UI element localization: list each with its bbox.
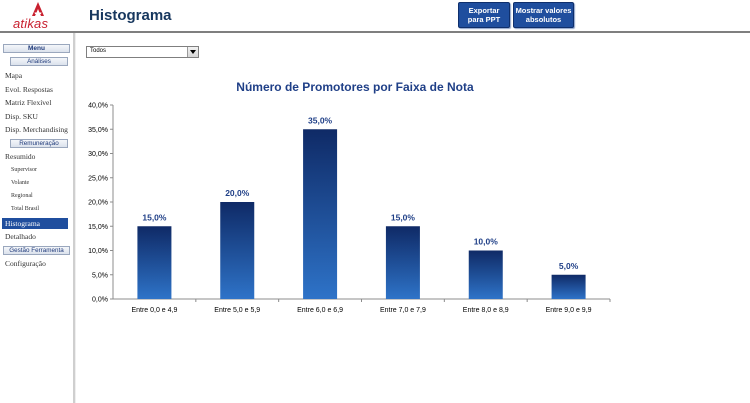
sidebar-item-disp-sku[interactable]: Disp. SKU — [5, 112, 38, 121]
x-tick-label: Entre 0,0 e 4,9 — [131, 307, 177, 314]
y-tick-label: 0,0% — [92, 297, 108, 304]
bar — [303, 129, 338, 299]
bar-data-label: 15,0% — [142, 212, 167, 222]
sidebar-subitem-regional[interactable]: Regional — [11, 193, 33, 199]
sidebar-subitem-total-brasil[interactable]: Total Brasil — [11, 206, 40, 212]
y-tick-label: 35,0% — [88, 127, 108, 134]
sidebar-divider-shadow — [75, 33, 76, 403]
sidebar-item-evol-respostas[interactable]: Evol. Respostas — [5, 85, 53, 94]
y-tick-label: 15,0% — [88, 224, 108, 231]
y-tick-label: 5,0% — [92, 272, 108, 279]
bar — [468, 250, 503, 299]
logo-text: atikas — [13, 16, 49, 31]
y-tick-label: 25,0% — [88, 175, 108, 182]
page-title: Histograma — [89, 7, 172, 24]
sidebar-item-matriz-flexivel[interactable]: Matriz Flexível — [5, 98, 52, 107]
chevron-down-icon[interactable] — [187, 47, 198, 57]
y-tick-label: 10,0% — [88, 248, 108, 255]
show-absolute-values-button[interactable]: Mostrar valores absolutos — [513, 2, 574, 28]
bar-data-label: 20,0% — [225, 188, 250, 198]
sidebar-gestao-header[interactable]: Gestão Ferramenta — [3, 246, 70, 255]
filter-dropdown-value: Todos — [90, 48, 107, 54]
filter-dropdown[interactable]: Todos — [86, 46, 199, 58]
export-ppt-button[interactable]: Exportar para PPT — [458, 2, 510, 28]
x-tick-label: Entre 8,0 e 8,9 — [463, 307, 509, 314]
sidebar-menu-header[interactable]: Menu — [3, 44, 70, 53]
x-tick-label: Entre 5,0 e 5,9 — [214, 307, 260, 314]
y-tick-label: 20,0% — [88, 200, 108, 207]
y-tick-label: 40,0% — [88, 103, 108, 110]
sidebar-remuneracao-header[interactable]: Remuneração — [10, 139, 68, 148]
histogram-chart: 0,0% 5,0% 10,0% 15,0% 20,0% 25,0% 30,0% 35,0% 40… — [88, 103, 611, 314]
absolute-button-line2: absolutos — [525, 15, 562, 24]
export-button-line1: Exportar — [468, 6, 500, 15]
bar — [551, 274, 586, 299]
x-tick-label: Entre 9,0 e 9,9 — [546, 307, 592, 314]
atikas-logo-icon — [32, 2, 44, 16]
y-tick-label: 30,0% — [88, 151, 108, 158]
bar — [137, 226, 172, 299]
bar-data-label: 10,0% — [474, 237, 499, 247]
export-button-line2: para PPT — [467, 15, 501, 24]
chart-title: Número de Promotores por Faixa de Nota — [236, 80, 474, 94]
x-tick-label: Entre 7,0 e 7,9 — [380, 307, 426, 314]
sidebar-item-detalhado[interactable]: Detalhado — [5, 232, 36, 241]
sidebar-subitem-supervisor[interactable]: Supervisor — [11, 167, 37, 173]
sidebar-item-histograma[interactable]: Histograma — [2, 218, 68, 229]
sidebar-item-configuracao[interactable]: Configuração — [5, 259, 46, 268]
bar-data-label: 5,0% — [559, 261, 579, 271]
bar-data-label: 15,0% — [391, 212, 416, 222]
bar-data-label: 35,0% — [308, 115, 333, 125]
sidebar-analises-header[interactable]: Análises — [10, 57, 68, 66]
chart-plot-area: 0,0% 5,0% 10,0% 15,0% 20,0% 25,0% 30,0% 35,0% 40… — [88, 103, 611, 314]
sidebar-item-disp-merchandising[interactable]: Disp. Merchandising — [5, 125, 68, 134]
sidebar-item-resumido[interactable]: Resumido — [5, 152, 36, 161]
sidebar-item-mapa[interactable]: Mapa — [5, 71, 23, 80]
x-tick-label: Entre 6,0 e 6,9 — [297, 307, 343, 314]
absolute-button-line1: Mostrar valores — [515, 6, 572, 15]
sidebar-divider — [73, 33, 75, 403]
bar — [220, 202, 255, 299]
header-bar: atikas Histograma Exportar para PPT Most… — [0, 0, 750, 33]
sidebar-subitem-volante[interactable]: Volante — [11, 180, 30, 186]
header-divider — [0, 31, 750, 33]
bar — [385, 226, 420, 299]
